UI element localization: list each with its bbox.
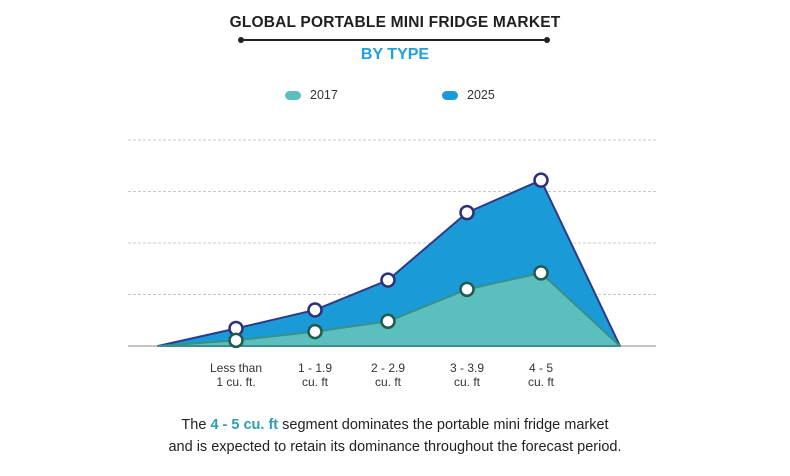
legend-swatch-2017 — [285, 90, 301, 100]
marker-2017-1 — [307, 323, 323, 340]
legend-label-2017: 2017 — [310, 88, 338, 102]
footer-line-1: The 4 - 5 cu. ft segment dominates the p… — [0, 414, 790, 436]
footer-note: The 4 - 5 cu. ft segment dominates the p… — [0, 414, 790, 458]
chart-title: GLOBAL PORTABLE MINI FRIDGE MARKET — [229, 14, 561, 31]
marker-2025-4 — [533, 172, 549, 188]
x-tick-label-line: 4 - 5 — [529, 361, 553, 375]
footer-pre: The — [181, 417, 211, 433]
x-tick-label-line: 2 - 2.9 — [371, 361, 405, 375]
marker-2017-2 — [380, 313, 396, 330]
legend-item-2017: 2017 — [285, 88, 338, 102]
x-axis-tick-labels: Less than 1 cu. ft.1 - 1.9 cu. ft2 - 2.9 cu… — [210, 361, 555, 389]
area-2017 — [157, 271, 621, 347]
marker-2025-3 — [459, 204, 475, 221]
x-tick-label: 1 - 1.9 cu. ft — [298, 361, 332, 389]
chart-subtitle: BY TYPE — [360, 46, 430, 63]
x-tick-label-line: cu. ft — [454, 375, 481, 389]
legend-item-2025: 2025 — [442, 88, 495, 102]
x-tick-label-line: 1 - 1.9 — [298, 361, 332, 375]
title-underline — [238, 37, 550, 43]
footer-post: segment dominates the portable mini frid… — [278, 417, 609, 433]
x-tick-label: 2 - 2.9 cu. ft — [371, 361, 405, 389]
x-tick-label-line: 1 cu. ft. — [216, 375, 255, 389]
marker-2025-2 — [380, 272, 396, 288]
area-chart: Less than 1 cu. ft.1 - 1.9 cu. ft2 - 2.9 cu… — [128, 139, 656, 389]
x-tick-label-line: 3 - 3.9 — [450, 361, 484, 375]
marker-2025-1 — [307, 302, 323, 318]
series-areas — [157, 179, 621, 347]
x-tick-label-line: cu. ft — [528, 375, 555, 389]
underline-dot-right — [544, 37, 550, 43]
legend-swatch-2025 — [442, 90, 458, 100]
x-tick-label: Less than 1 cu. ft. — [210, 361, 262, 389]
x-tick-label-line: cu. ft — [302, 375, 329, 389]
footer-line-2: and is expected to retain its dominance … — [168, 439, 622, 455]
legend-label-2025: 2025 — [467, 88, 495, 102]
x-tick-label: 4 - 5 cu. ft — [528, 361, 555, 389]
series-markers — [228, 172, 549, 349]
marker-2017-0 — [228, 332, 244, 349]
marker-2017-4 — [533, 265, 549, 281]
legend: 2017 2025 — [0, 88, 790, 106]
x-tick-label: 3 - 3.9 cu. ft — [450, 361, 484, 389]
underline-dot-left — [238, 37, 244, 43]
footer-highlight: 4 - 5 cu. ft — [210, 417, 279, 433]
x-tick-label-line: cu. ft — [375, 375, 402, 389]
x-tick-label-line: Less than — [210, 361, 262, 375]
marker-2017-3 — [459, 281, 475, 298]
